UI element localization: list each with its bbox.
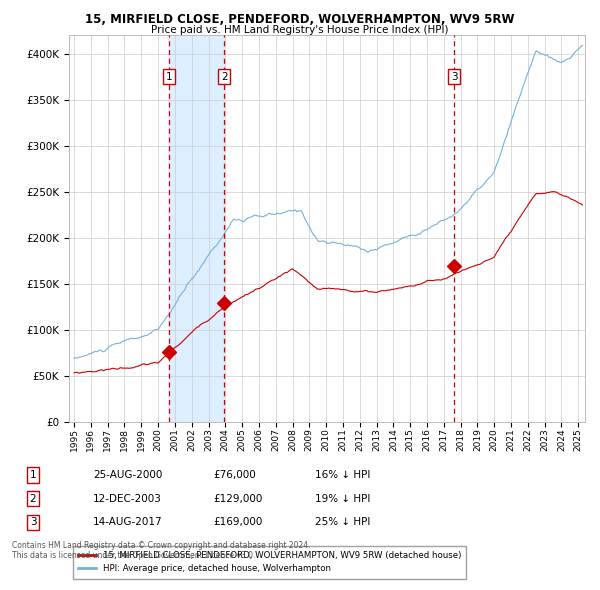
Text: £76,000: £76,000 bbox=[213, 470, 256, 480]
Text: 15, MIRFIELD CLOSE, PENDEFORD, WOLVERHAMPTON, WV9 5RW: 15, MIRFIELD CLOSE, PENDEFORD, WOLVERHAM… bbox=[85, 13, 515, 26]
Text: This data is licensed under the Open Government Licence v3.0.: This data is licensed under the Open Gov… bbox=[12, 552, 256, 560]
Point bbox=[164, 347, 174, 356]
Text: 16% ↓ HPI: 16% ↓ HPI bbox=[315, 470, 370, 480]
Text: 2: 2 bbox=[221, 72, 228, 82]
Text: 25-AUG-2000: 25-AUG-2000 bbox=[93, 470, 163, 480]
Point bbox=[220, 299, 229, 308]
Text: 12-DEC-2003: 12-DEC-2003 bbox=[93, 494, 162, 503]
Text: 14-AUG-2017: 14-AUG-2017 bbox=[93, 517, 163, 527]
Text: £129,000: £129,000 bbox=[213, 494, 262, 503]
Bar bbox=[169, 35, 224, 422]
Point bbox=[449, 261, 459, 271]
Legend: 15, MIRFIELD CLOSE, PENDEFORD, WOLVERHAMPTON, WV9 5RW (detached house), HPI: Ave: 15, MIRFIELD CLOSE, PENDEFORD, WOLVERHAM… bbox=[73, 546, 466, 579]
Text: 19% ↓ HPI: 19% ↓ HPI bbox=[315, 494, 370, 503]
Text: Price paid vs. HM Land Registry's House Price Index (HPI): Price paid vs. HM Land Registry's House … bbox=[151, 25, 449, 35]
Text: 2: 2 bbox=[29, 494, 37, 503]
Text: 3: 3 bbox=[451, 72, 458, 82]
Text: 3: 3 bbox=[29, 517, 37, 527]
Text: 25% ↓ HPI: 25% ↓ HPI bbox=[315, 517, 370, 527]
Text: Contains HM Land Registry data © Crown copyright and database right 2024.: Contains HM Land Registry data © Crown c… bbox=[12, 541, 311, 550]
Text: £169,000: £169,000 bbox=[213, 517, 262, 527]
Text: 1: 1 bbox=[29, 470, 37, 480]
Text: 1: 1 bbox=[166, 72, 172, 82]
